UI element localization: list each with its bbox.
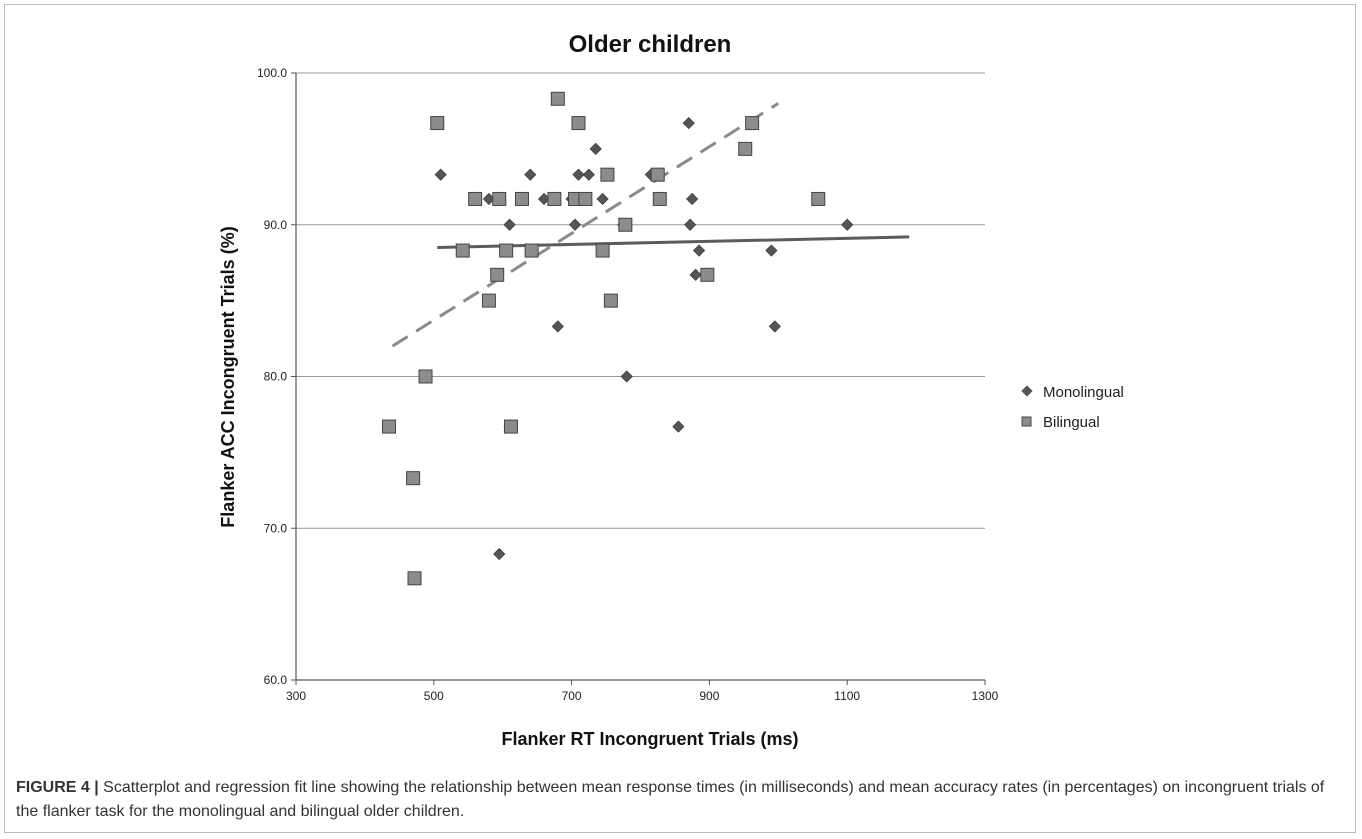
y-tick-label: 90.0 bbox=[264, 218, 288, 232]
scatter-chart: Older children 60.0 70.0 80.0 90.0 100.0 300 5… bbox=[218, 31, 1124, 749]
point-bilingual bbox=[418, 369, 433, 384]
data-points bbox=[382, 91, 854, 586]
point-bilingual bbox=[652, 191, 667, 206]
point-monolingual bbox=[684, 218, 697, 231]
figure-frame bbox=[4, 4, 1356, 833]
point-monolingual bbox=[503, 218, 516, 231]
point-monolingual bbox=[672, 420, 685, 433]
point-bilingual bbox=[700, 267, 715, 282]
point-bilingual bbox=[499, 243, 514, 258]
chart-title: Older children bbox=[569, 31, 732, 58]
point-bilingual bbox=[490, 267, 505, 282]
point-monolingual bbox=[765, 244, 778, 257]
y-tick-label: 70.0 bbox=[264, 521, 288, 535]
point-monolingual bbox=[589, 142, 602, 155]
point-bilingual bbox=[481, 293, 496, 308]
legend-item-monolingual: Monolingual bbox=[1021, 384, 1124, 401]
y-axis-label: Flanker ACC Incongruent Trials (%) bbox=[218, 226, 238, 527]
grid bbox=[296, 72, 985, 529]
point-monolingual bbox=[620, 370, 633, 383]
x-tick-label: 900 bbox=[699, 689, 719, 703]
point-monolingual bbox=[524, 168, 537, 181]
fit-line-bilingual bbox=[391, 102, 780, 348]
point-bilingual bbox=[550, 91, 565, 106]
legend-label-monolingual: Monolingual bbox=[1043, 384, 1124, 401]
point-bilingual bbox=[455, 243, 470, 258]
legend-label-bilingual: Bilingual bbox=[1043, 414, 1100, 431]
point-bilingual bbox=[650, 167, 665, 182]
point-monolingual bbox=[596, 192, 609, 206]
x-axis-label: Flanker RT Incongruent Trials (ms) bbox=[501, 729, 798, 749]
x-tick-label: 1300 bbox=[972, 689, 999, 703]
point-monolingual bbox=[551, 320, 564, 333]
legend-marker-bilingual bbox=[1021, 416, 1032, 427]
point-bilingual bbox=[503, 419, 518, 434]
point-bilingual bbox=[524, 243, 539, 258]
point-bilingual bbox=[492, 191, 507, 206]
point-bilingual bbox=[382, 419, 397, 434]
point-bilingual bbox=[407, 571, 422, 586]
y-tick-label: 80.0 bbox=[264, 370, 288, 384]
point-monolingual bbox=[841, 218, 854, 231]
point-monolingual bbox=[537, 192, 551, 206]
point-bilingual bbox=[547, 191, 562, 206]
point-monolingual bbox=[493, 547, 506, 561]
point-monolingual bbox=[434, 168, 447, 181]
point-bilingual bbox=[811, 191, 826, 206]
point-bilingual bbox=[514, 191, 529, 206]
point-monolingual bbox=[686, 192, 699, 206]
point-bilingual bbox=[618, 217, 633, 232]
fit-lines bbox=[391, 102, 910, 348]
point-bilingual bbox=[571, 116, 586, 131]
point-bilingual bbox=[430, 116, 445, 131]
x-tick-label: 700 bbox=[562, 689, 582, 703]
caption-label: FIGURE 4 | bbox=[16, 779, 99, 796]
figure-caption: FIGURE 4 | Scatterplot and regression fi… bbox=[16, 776, 1346, 824]
point-monolingual bbox=[768, 320, 781, 333]
legend: Monolingual Bilingual bbox=[1021, 384, 1124, 431]
point-bilingual bbox=[595, 243, 610, 258]
point-bilingual bbox=[745, 116, 760, 131]
point-monolingual bbox=[692, 244, 706, 257]
point-monolingual bbox=[582, 168, 595, 181]
point-bilingual bbox=[578, 191, 593, 206]
fit-line-monolingual bbox=[437, 235, 910, 250]
point-monolingual bbox=[482, 192, 496, 206]
point-bilingual bbox=[406, 471, 421, 486]
y-tick-label: 100.0 bbox=[257, 66, 287, 80]
axes: 60.0 70.0 80.0 90.0 100.0 300 500 700 900 1100 130… bbox=[257, 66, 999, 703]
point-bilingual bbox=[468, 191, 483, 206]
point-bilingual bbox=[738, 141, 753, 156]
legend-marker-monolingual bbox=[1021, 385, 1033, 397]
point-monolingual bbox=[682, 116, 695, 130]
y-tick-label: 60.0 bbox=[264, 673, 288, 687]
point-monolingual bbox=[689, 268, 702, 281]
x-tick-label: 1100 bbox=[834, 689, 860, 703]
legend-item-bilingual: Bilingual bbox=[1021, 414, 1100, 431]
point-monolingual bbox=[572, 168, 585, 181]
x-tick-label: 500 bbox=[424, 689, 444, 703]
point-bilingual bbox=[603, 293, 618, 308]
x-tick-label: 300 bbox=[286, 689, 306, 703]
point-bilingual bbox=[600, 167, 615, 182]
point-monolingual bbox=[568, 218, 582, 231]
caption-text: Scatterplot and regression fit line show… bbox=[16, 779, 1325, 820]
